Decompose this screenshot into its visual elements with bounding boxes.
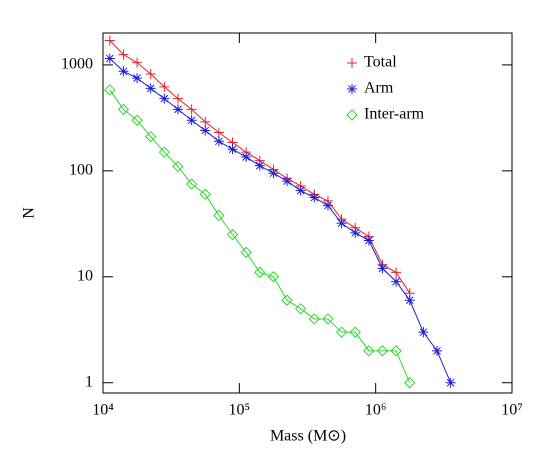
data-point — [308, 313, 321, 325]
data-point — [335, 326, 348, 338]
data-point — [159, 81, 170, 92]
data-point — [309, 192, 320, 203]
data-point — [213, 127, 224, 138]
data-point — [145, 83, 156, 94]
legend-label: Inter-arm — [364, 106, 425, 123]
data-point — [240, 246, 252, 259]
data-point — [349, 326, 361, 338]
data-point — [172, 104, 183, 115]
data-point — [172, 93, 183, 104]
data-point — [336, 218, 347, 229]
data-point — [145, 130, 157, 143]
data-point — [267, 271, 280, 283]
data-point — [185, 178, 198, 190]
y-tick-label: 1000 — [61, 56, 93, 73]
data-point — [158, 146, 171, 158]
data-point — [104, 35, 115, 46]
data-point — [322, 200, 333, 211]
data-point — [268, 168, 279, 179]
data-point — [131, 114, 143, 126]
data-point — [350, 227, 361, 238]
data-point — [118, 66, 129, 77]
data-point — [186, 115, 197, 126]
x-tick-label: 10⁷ — [501, 402, 523, 419]
data-point — [200, 125, 211, 136]
data-point — [281, 294, 293, 306]
data-point — [132, 73, 143, 84]
series-line — [109, 89, 411, 383]
data-point — [295, 185, 306, 196]
data-point — [104, 84, 116, 96]
data-point — [254, 266, 266, 279]
data-point — [159, 93, 170, 104]
x-tick-label: 10⁵ — [229, 402, 251, 419]
x-tick-label: 10⁴ — [92, 402, 114, 419]
x-axis-label: Mass (M⊙) — [270, 428, 346, 445]
data-point — [213, 136, 224, 147]
y-axis-label: N — [21, 207, 38, 219]
data-point — [199, 188, 211, 201]
legend-marker — [347, 84, 357, 94]
data-point — [254, 160, 265, 171]
data-point — [213, 209, 225, 222]
data-point — [186, 104, 197, 115]
data-point — [104, 53, 115, 64]
plot-frame — [102, 32, 513, 394]
y-tick-label: 100 — [69, 162, 93, 179]
data-point — [390, 345, 402, 357]
legend-label: Total — [364, 54, 397, 71]
data-point — [241, 152, 252, 163]
data-point — [282, 176, 293, 187]
data-point — [322, 313, 334, 325]
data-point — [227, 144, 238, 155]
data-point — [145, 69, 156, 80]
x-tick-label: 10⁶ — [365, 402, 387, 419]
data-point — [418, 327, 429, 338]
data-point — [404, 377, 416, 389]
data-point — [117, 103, 130, 116]
y-tick-label: 1 — [85, 373, 93, 390]
y-tick-label: 10 — [77, 267, 93, 284]
data-point — [432, 345, 443, 356]
legend-marker — [347, 58, 357, 68]
data-point — [363, 235, 374, 246]
data-point — [376, 345, 389, 357]
data-point — [363, 345, 375, 357]
data-point — [118, 49, 129, 60]
legend-marker — [346, 109, 358, 121]
data-point — [404, 295, 415, 306]
data-point — [445, 377, 456, 388]
data-point — [132, 57, 143, 68]
data-point — [226, 228, 239, 241]
data-point — [172, 160, 184, 173]
data-point — [294, 302, 307, 315]
data-point — [391, 276, 402, 287]
legend-label: Arm — [364, 80, 394, 97]
data-point — [200, 116, 211, 127]
data-point — [391, 267, 402, 278]
data-point — [377, 263, 388, 274]
